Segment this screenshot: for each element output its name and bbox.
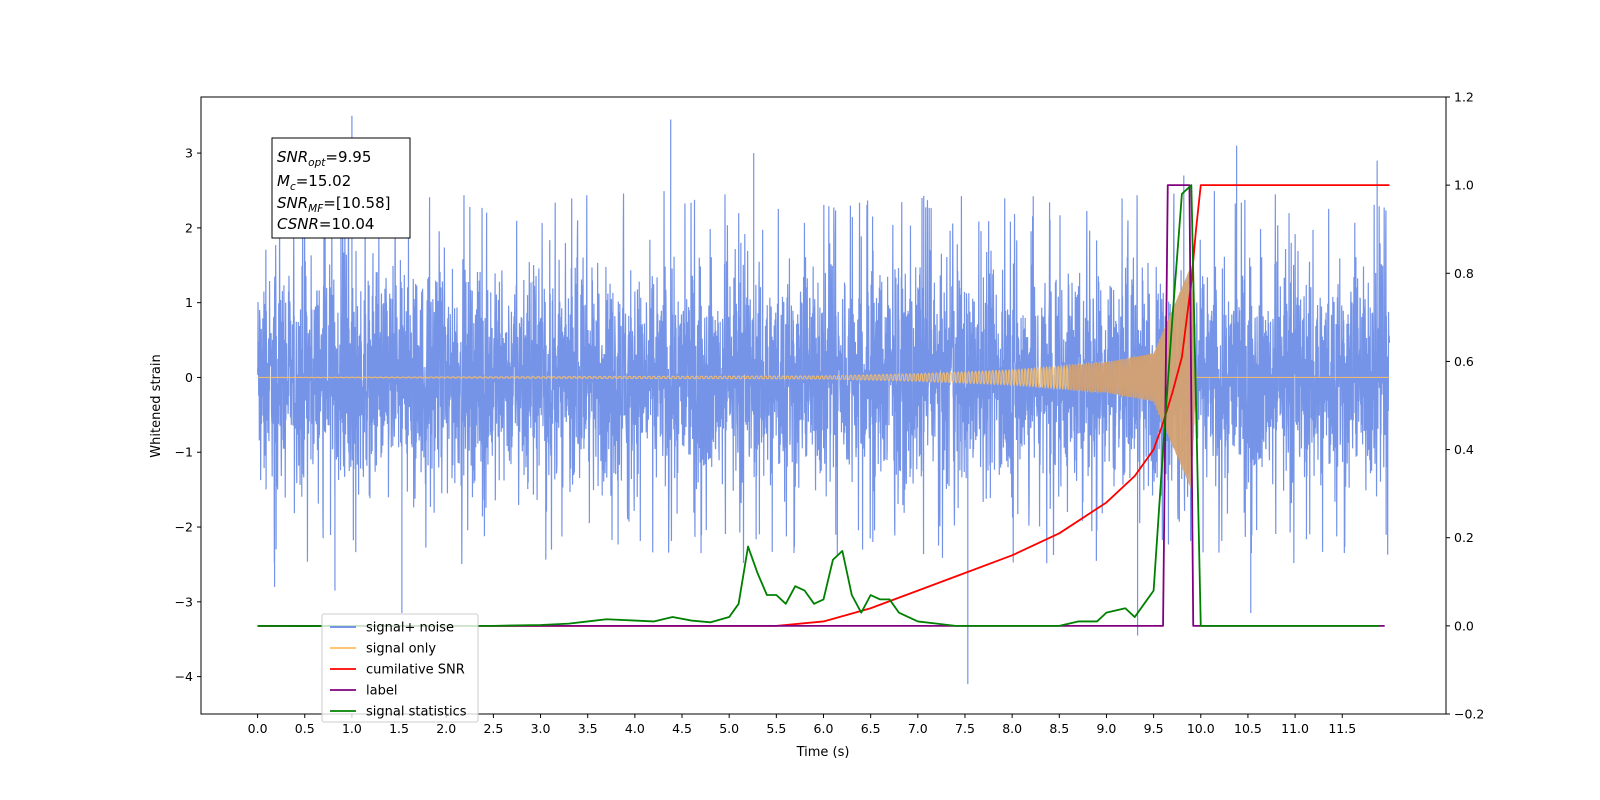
legend-label-signal-statistics: signal statistics <box>366 705 467 720</box>
x-axis-label: Time (s) <box>796 745 850 760</box>
x-tick-label: 5.0 <box>719 721 739 736</box>
x-tick-label: 10.0 <box>1187 721 1215 736</box>
x-tick-label: 3.5 <box>578 721 598 736</box>
x-tick-label: 2.0 <box>436 721 456 736</box>
x-tick-label: 2.5 <box>483 721 503 736</box>
y2-tick-label: 0.0 <box>1454 618 1474 633</box>
legend-label-cumilative-snr: cumilative SNR <box>366 663 465 678</box>
annotation-box: SNRopt=9.95 Mc=15.02 SNRMF=[10.58] CSNR=… <box>271 137 411 239</box>
legend: signal+ noise signal only cumilative SNR la… <box>321 613 479 723</box>
x-tick-label: 8.0 <box>1002 721 1022 736</box>
y-tick-label: −4 <box>175 669 193 684</box>
series-signal-only-layer <box>257 265 1390 490</box>
y-tick-label: 0 <box>185 370 193 385</box>
annotation-csnr: CSNR=10.04 <box>277 215 374 233</box>
y-tick-label: −2 <box>175 520 193 535</box>
y2-tick-label: 1.2 <box>1454 90 1474 105</box>
series-lines-layer <box>257 184 1390 627</box>
y-tick-label: 1 <box>185 295 193 310</box>
series-signal-only-envelope <box>1068 265 1197 490</box>
y2-tick-label: 0.4 <box>1454 442 1474 457</box>
y2-tick-label: −0.2 <box>1454 707 1484 722</box>
x-tick-label: 7.0 <box>908 721 928 736</box>
y-tick-label: −3 <box>175 594 193 609</box>
x-axis-ticks: 0.0 0.5 1.0 1.5 2.0 2.5 3.0 3.5 4.0 4.5 5.0 5.5 6.0 6… <box>248 714 1356 736</box>
y2-tick-label: 0.2 <box>1454 530 1474 545</box>
series-signal-noise-layer <box>256 115 1391 685</box>
y-tick-label: −1 <box>175 445 193 460</box>
x-tick-label: 1.0 <box>342 721 362 736</box>
x-tick-label: 0.5 <box>295 721 315 736</box>
x-tick-label: 10.5 <box>1234 721 1262 736</box>
x-tick-label: 6.5 <box>861 721 881 736</box>
annotation-mc: Mc=15.02 <box>277 172 351 193</box>
x-tick-label: 1.5 <box>389 721 409 736</box>
y-axis-label: Whitened strain <box>149 354 164 457</box>
y2-tick-label: 1.0 <box>1454 178 1474 193</box>
x-tick-label: 4.0 <box>625 721 645 736</box>
annotation-snr-mf: SNRMF=[10.58] <box>277 194 391 215</box>
series-signal-noise <box>256 115 1391 685</box>
y2-tick-label: 0.8 <box>1454 266 1474 281</box>
y2-tick-label: 0.6 <box>1454 354 1474 369</box>
series-signal-statistics <box>257 184 1380 627</box>
x-tick-label: 7.5 <box>955 721 975 736</box>
series-signal-only <box>257 268 1390 490</box>
y2-axis-ticks: −0.2 0.0 0.2 0.4 0.6 0.8 1.0 1.2 <box>1446 90 1484 722</box>
y-tick-label: 2 <box>185 220 193 235</box>
x-tick-label: 4.5 <box>672 721 692 736</box>
x-tick-label: 11.0 <box>1281 721 1309 736</box>
y-tick-label: 3 <box>185 146 193 161</box>
x-tick-label: 5.5 <box>766 721 786 736</box>
x-tick-label: 6.0 <box>814 721 834 736</box>
x-tick-label: 11.5 <box>1328 721 1356 736</box>
legend-label-signal-only: signal only <box>366 642 436 657</box>
y-axis-ticks: −4 −3 −2 −1 0 1 2 3 <box>175 146 201 684</box>
x-tick-label: 8.5 <box>1049 721 1069 736</box>
x-tick-label: 3.0 <box>531 721 551 736</box>
legend-label-signal-noise: signal+ noise <box>366 621 454 636</box>
legend-frame <box>321 613 479 723</box>
annotation-snr-opt: SNRopt=9.95 <box>277 148 371 169</box>
annotation-frame <box>271 137 411 239</box>
x-tick-label: 9.5 <box>1144 721 1164 736</box>
x-tick-label: 9.0 <box>1097 721 1117 736</box>
x-tick-label: 0.0 <box>248 721 268 736</box>
legend-label-label: label <box>366 684 397 699</box>
